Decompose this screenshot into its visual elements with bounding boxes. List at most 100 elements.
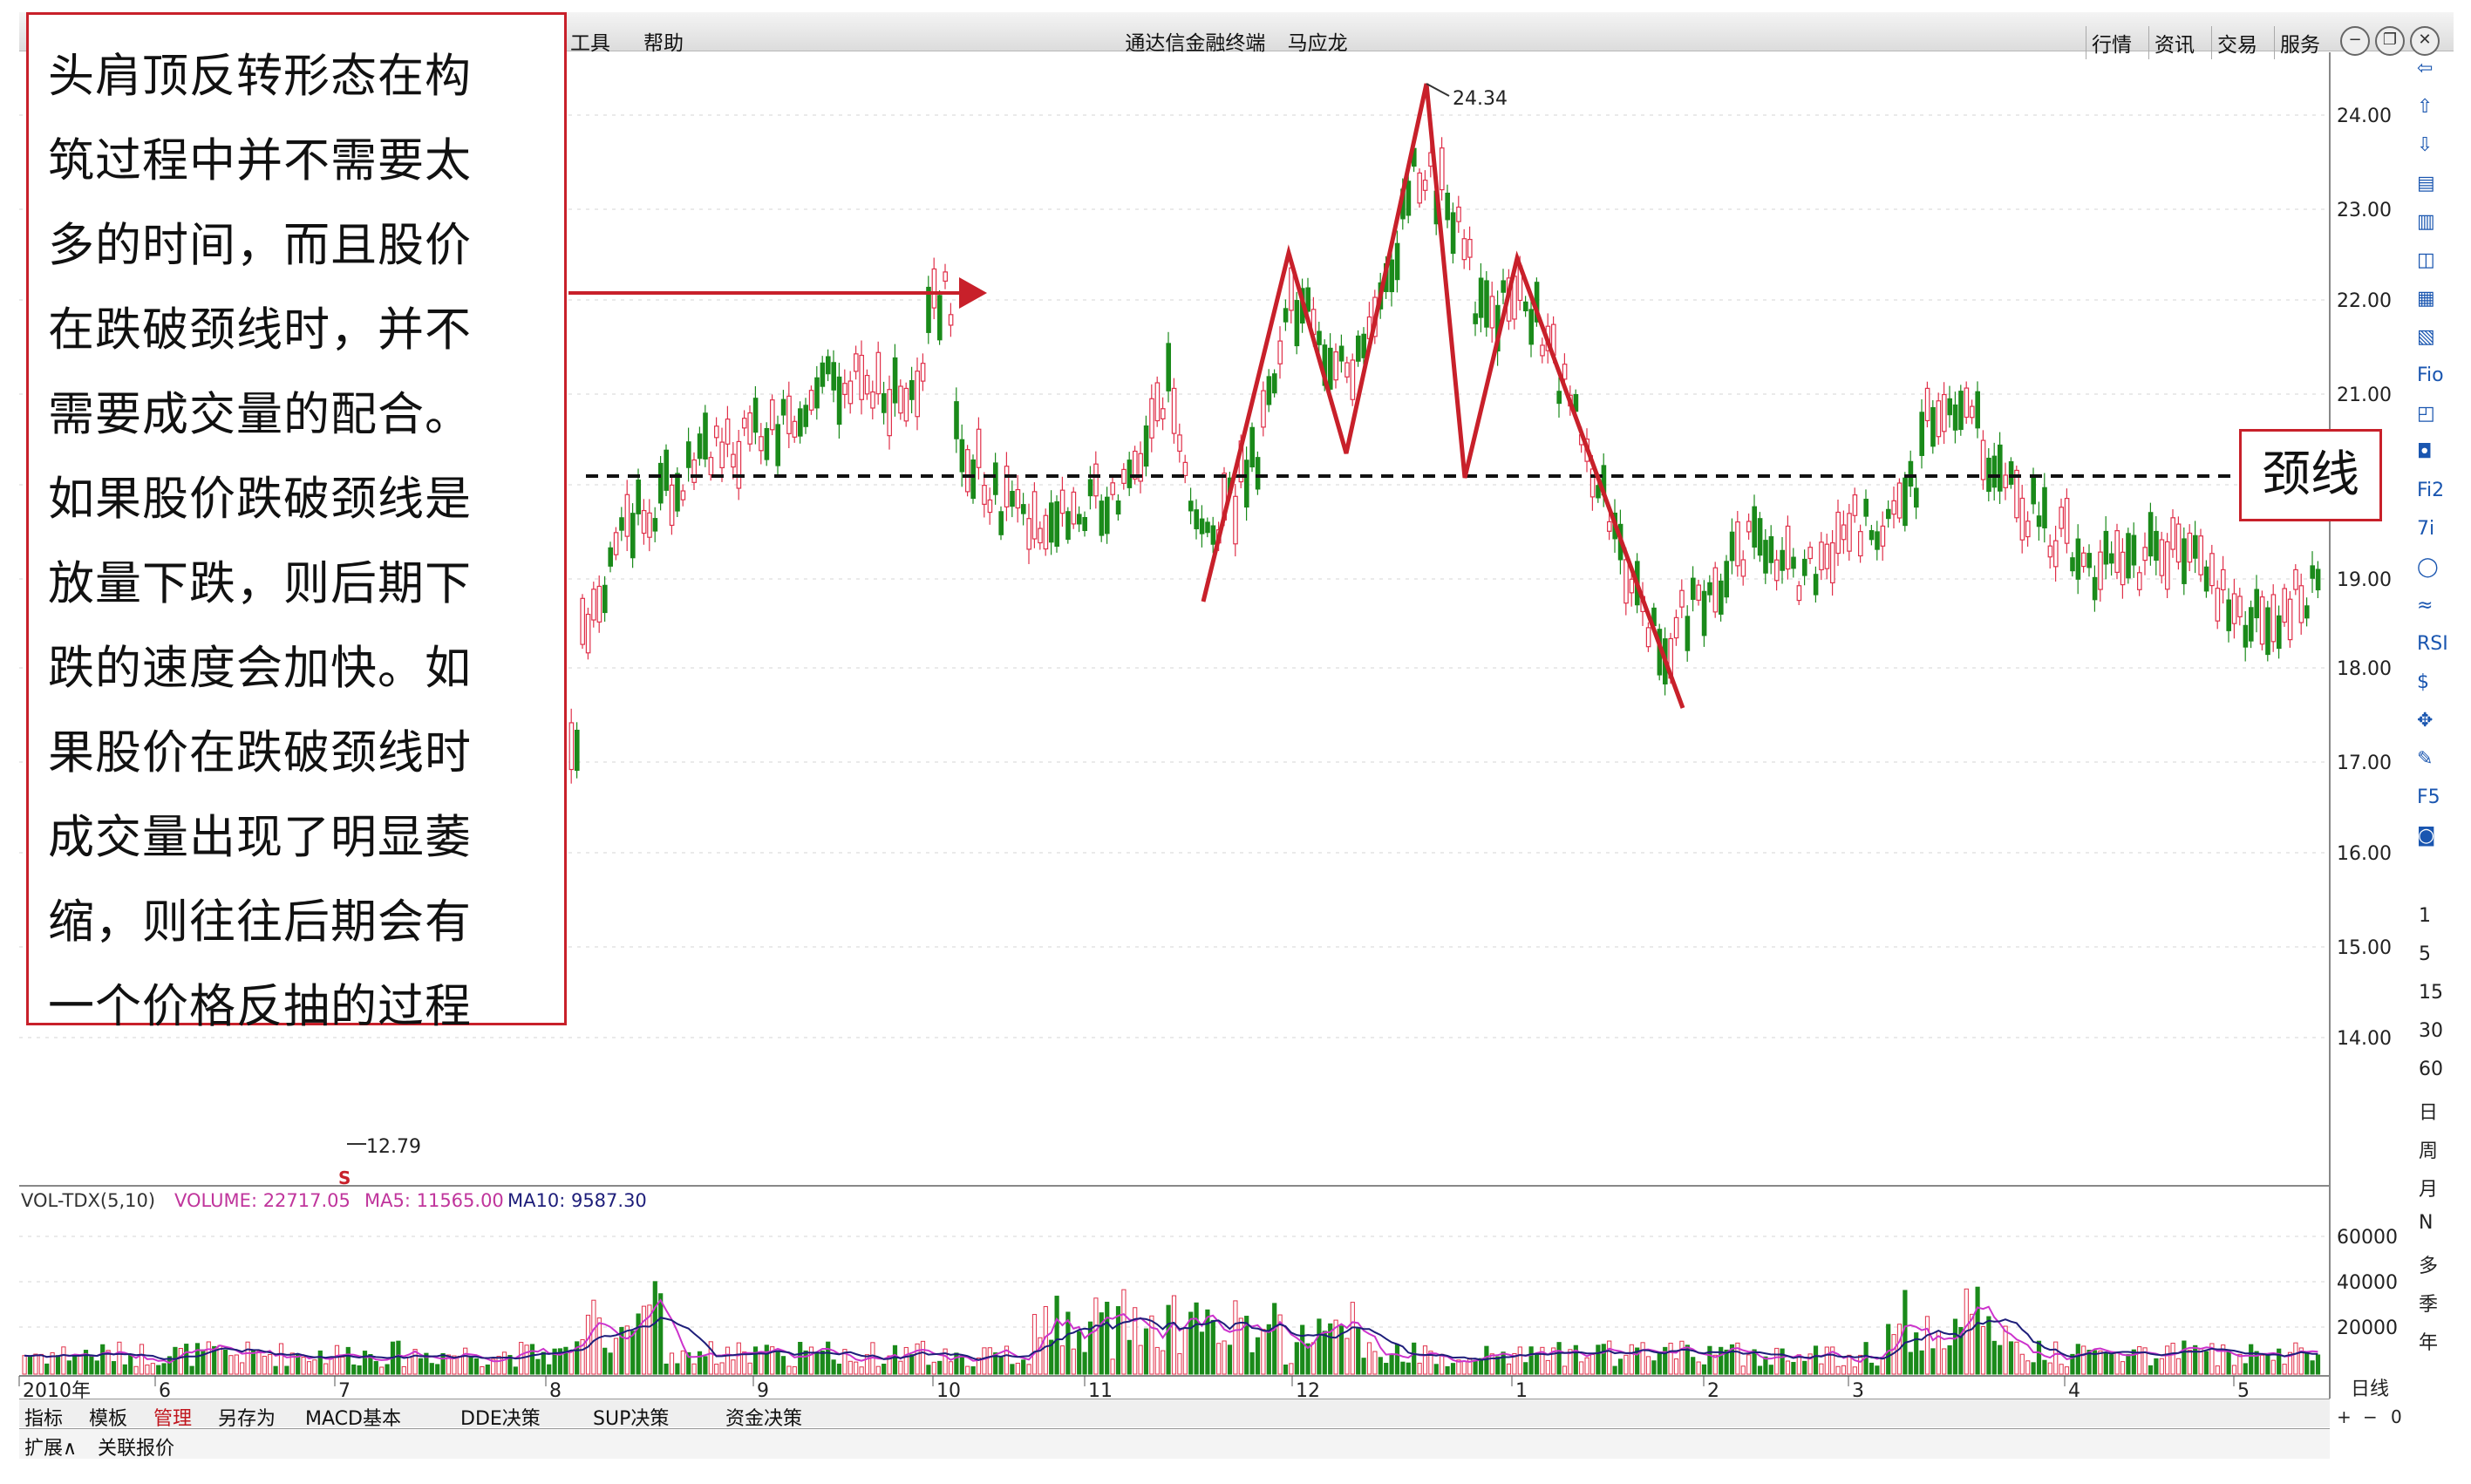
time-tick-label: 3 (1852, 1380, 1864, 1402)
tab-1[interactable]: 模板 (89, 1408, 128, 1430)
candle-body (1746, 521, 1752, 533)
vol-tick-label: 40000 (2337, 1272, 2398, 1294)
volume-bar (100, 1344, 106, 1375)
candle-body (1645, 627, 1651, 648)
candle-body (1896, 482, 1903, 519)
toolbar-news[interactable]: 资讯 (2148, 26, 2200, 59)
volume-bar (1668, 1343, 1673, 1375)
sidebar-tool-icon[interactable]: ≈ (2417, 595, 2434, 616)
sidebar-tool-icon[interactable]: Fi2 (2417, 480, 2445, 501)
candle-body (1093, 463, 1099, 497)
sidebar-tool-icon[interactable]: ✥ (2417, 710, 2434, 732)
volume-bar (524, 1344, 529, 1375)
volume-bar (145, 1365, 150, 1375)
annotation-line: 缩，则往往后期会有 (48, 895, 472, 949)
tab-0[interactable]: 指标 (24, 1408, 64, 1430)
sidebar-tool-icon[interactable]: ◯ (2417, 556, 2439, 578)
sidebar-tool-icon[interactable]: ◰ (2417, 403, 2435, 425)
sidebar-tool-icon[interactable]: $ (2417, 671, 2429, 693)
candle-body (875, 351, 882, 395)
tab-7[interactable]: 资金决策 (725, 1408, 803, 1430)
candle-body (1830, 542, 1835, 584)
period-button[interactable]: 季 (2419, 1294, 2439, 1316)
sidebar-tool-icon[interactable]: ◫ (2417, 249, 2435, 271)
candle-body (2170, 517, 2176, 550)
sidebar-tool-icon[interactable]: F5 (2417, 786, 2440, 808)
sidebar-tool-icon[interactable]: ▤ (2417, 173, 2435, 194)
zoom-out-button[interactable]: − (2363, 1406, 2378, 1427)
volume-bar (507, 1355, 513, 1375)
candle-body (680, 490, 686, 500)
volume-bar (2298, 1347, 2304, 1375)
volume-bar (1283, 1364, 1289, 1375)
period-button[interactable]: 15 (2419, 982, 2443, 1004)
period-button[interactable]: 30 (2419, 1020, 2443, 1042)
candle-body (820, 362, 826, 387)
menu-help[interactable]: 帮助 (643, 32, 684, 55)
volume-bar (401, 1365, 406, 1375)
volume-bar (1031, 1314, 1038, 1375)
restore-button[interactable]: ❐ (2375, 26, 2405, 56)
toolbar-trade[interactable]: 交易 (2211, 26, 2263, 59)
candle-body (1422, 180, 1428, 191)
volume-bar (798, 1341, 803, 1375)
volume-bar (1707, 1345, 1712, 1375)
sidebar-tool-icon[interactable]: ⇩ (2417, 134, 2434, 156)
period-button[interactable]: 年 (2419, 1332, 2439, 1354)
candle-body (1015, 488, 1021, 509)
volume-bar (2175, 1358, 2182, 1375)
related-quotes-button[interactable]: 关联报价 (98, 1438, 175, 1460)
menu-tools[interactable]: 工具 (570, 32, 610, 55)
expand-button[interactable]: 扩展∧ (24, 1438, 78, 1460)
zoom-reset-button[interactable]: 0 (2391, 1406, 2402, 1427)
tab-3[interactable]: 另存为 (218, 1408, 276, 1430)
sidebar-tool-icon[interactable]: ◙ (2417, 825, 2436, 847)
toolbar-service[interactable]: 服务 (2274, 26, 2325, 59)
sidebar-tool-icon[interactable]: ⇦ (2417, 58, 2434, 79)
period-button[interactable]: 多 (2419, 1256, 2439, 1277)
volume-bar (786, 1365, 792, 1375)
candle-body (591, 589, 596, 621)
sidebar-tool-icon[interactable]: 7i (2417, 518, 2435, 540)
minimize-button[interactable]: − (2340, 26, 2370, 56)
volume-bar (563, 1346, 568, 1375)
toolbar-quotes[interactable]: 行情 (2086, 26, 2137, 59)
candle-body (2142, 547, 2148, 562)
volume-bar (1412, 1342, 1417, 1375)
tab-4[interactable]: MACD基本 (305, 1408, 401, 1430)
sidebar-tool-icon[interactable]: ◘ (2417, 441, 2433, 463)
period-button[interactable]: 5 (2419, 943, 2431, 965)
sidebar-tool-icon[interactable]: ✎ (2417, 748, 2434, 770)
candle-body (1355, 335, 1361, 362)
period-button[interactable]: 周 (2419, 1140, 2439, 1162)
candle-body (1807, 547, 1814, 560)
volume-bar (608, 1352, 613, 1375)
candle-body (1942, 393, 1947, 432)
period-button[interactable]: N (2419, 1212, 2434, 1234)
sidebar-tool-icon[interactable]: ▥ (2417, 211, 2435, 233)
period-button[interactable]: 1 (2419, 905, 2431, 927)
signal-marker[interactable]: S (338, 1167, 351, 1188)
candle-body (619, 517, 624, 531)
volume-bar (1780, 1348, 1785, 1375)
sidebar-tool-icon[interactable]: ▦ (2417, 288, 2435, 310)
sidebar-tool-icon[interactable]: Fio (2417, 364, 2444, 386)
tab-2[interactable]: 管理 (153, 1408, 193, 1430)
candle-body (713, 425, 719, 439)
volume-bar (1216, 1343, 1222, 1375)
period-button[interactable]: 60 (2419, 1059, 2443, 1080)
volume-bar (826, 1341, 831, 1375)
period-button[interactable]: 月 (2419, 1179, 2439, 1201)
close-button[interactable]: ✕ (2410, 26, 2440, 56)
volume-bar (2059, 1364, 2064, 1375)
candle-body (2287, 598, 2293, 641)
volume-bar (1785, 1360, 1791, 1375)
price-tick-label: 19.00 (2337, 569, 2392, 591)
period-button[interactable]: 日 (2419, 1102, 2439, 1124)
sidebar-tool-icon[interactable]: RSI (2417, 633, 2448, 655)
sidebar-tool-icon[interactable]: ▧ (2417, 326, 2435, 348)
zoom-in-button[interactable]: + (2337, 1406, 2352, 1427)
sidebar-tool-icon[interactable]: ⇧ (2417, 96, 2434, 118)
tab-5[interactable]: DDE决策 (460, 1408, 541, 1430)
tab-6[interactable]: SUP决策 (593, 1408, 670, 1430)
